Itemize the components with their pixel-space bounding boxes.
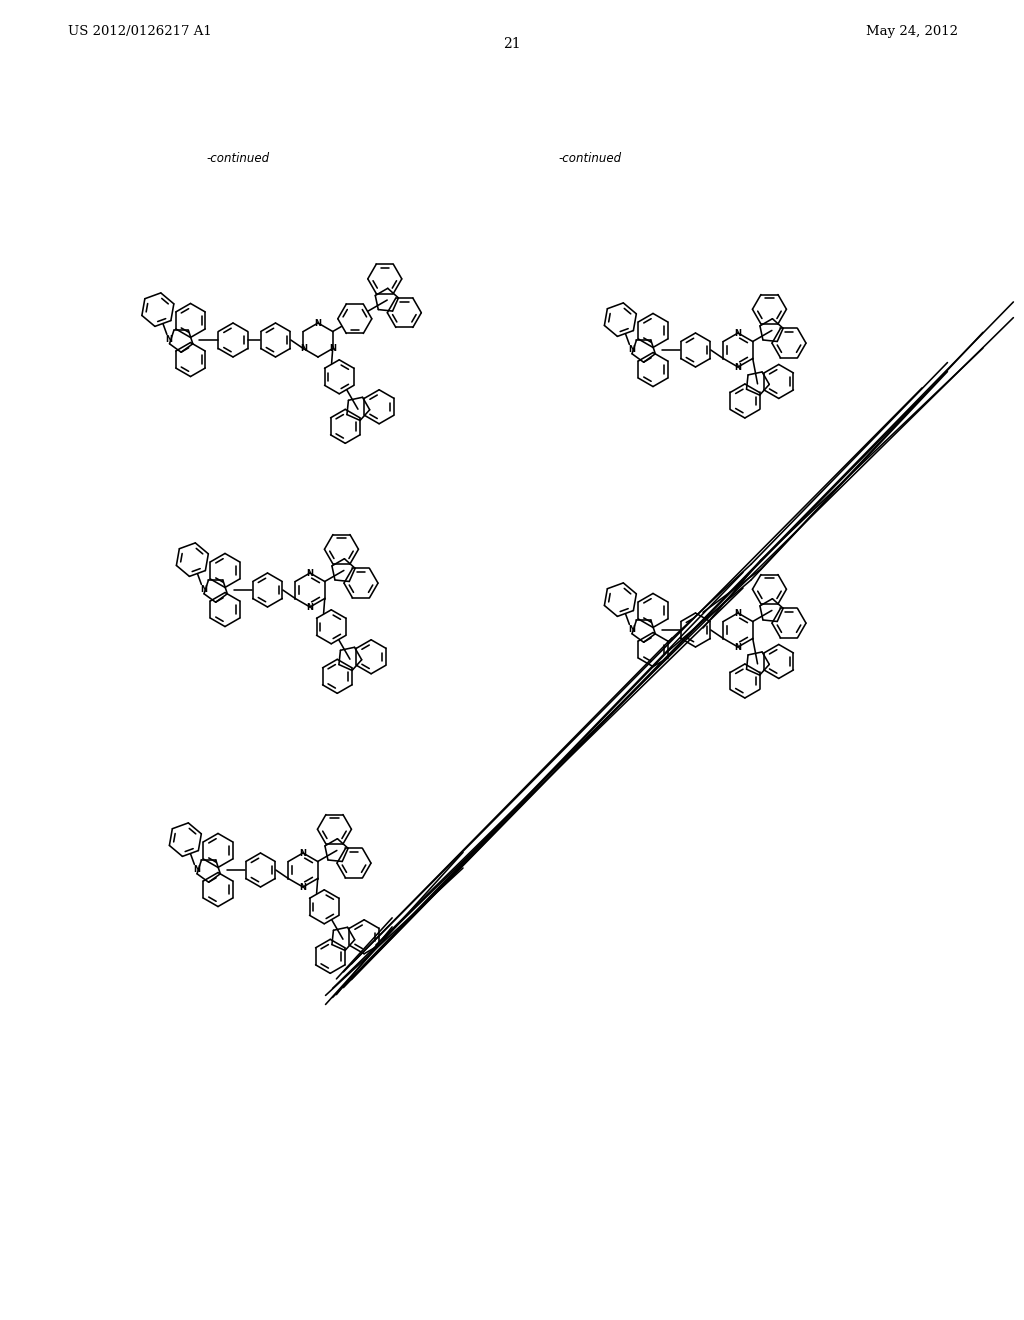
Text: N: N (628, 346, 635, 355)
Text: N: N (300, 345, 307, 352)
Text: N: N (306, 602, 313, 611)
Text: -continued: -continued (207, 152, 269, 165)
Text: N: N (299, 883, 306, 891)
Text: N: N (734, 643, 741, 652)
Text: 21: 21 (503, 37, 521, 51)
Text: N: N (734, 363, 741, 371)
Text: N: N (734, 329, 741, 338)
Text: N: N (299, 849, 306, 858)
Text: N: N (628, 626, 635, 635)
Text: N: N (330, 345, 336, 352)
Text: N: N (166, 335, 172, 345)
Text: N: N (314, 318, 322, 327)
Text: N: N (193, 866, 200, 874)
Text: May 24, 2012: May 24, 2012 (866, 25, 958, 38)
Text: -continued: -continued (558, 152, 622, 165)
Text: N: N (200, 586, 207, 594)
Text: N: N (734, 609, 741, 618)
Text: N: N (306, 569, 313, 578)
Text: US 2012/0126217 A1: US 2012/0126217 A1 (68, 25, 212, 38)
